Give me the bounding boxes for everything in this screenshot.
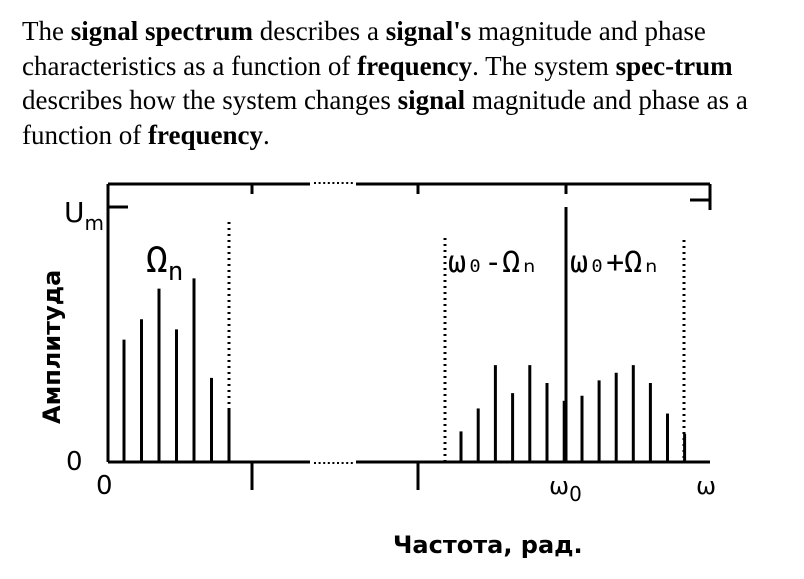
- break-dot: [323, 182, 326, 184]
- top-break-dots: [314, 182, 353, 184]
- break-dot: [318, 182, 321, 184]
- break-dot: [318, 462, 321, 464]
- carrier-frequency-label: ω0: [549, 472, 582, 506]
- break-dot: [350, 182, 353, 184]
- bold-term: signal: [397, 85, 466, 115]
- bold-term: frequency: [357, 50, 473, 81]
- bold-term: spec-trum: [615, 50, 733, 81]
- axis-break-dots: [314, 182, 353, 464]
- bold-term: frequency: [147, 119, 263, 150]
- break-dot: [350, 462, 353, 464]
- break-dot: [332, 182, 335, 184]
- bold-term: signal's: [385, 16, 472, 46]
- break-dot: [327, 182, 330, 184]
- y-zero-label: 0: [66, 447, 83, 477]
- break-dot: [341, 182, 344, 184]
- x-axis-label: Частота, рад.: [393, 531, 583, 559]
- break-dot: [341, 462, 344, 464]
- upper-sideband-label: ω₀+Ωₙ: [570, 245, 660, 280]
- break-dot: [337, 462, 339, 464]
- spectral-lines: [122, 207, 687, 462]
- baseband-label: Ωn: [146, 240, 183, 287]
- break-dot: [346, 462, 349, 464]
- bold-term: signal spectrum: [70, 16, 253, 46]
- break-dot: [332, 462, 335, 464]
- text-run: magnitude and phase characteristics as a…: [22, 16, 706, 81]
- break-dot: [314, 462, 316, 464]
- um-label: Um: [64, 196, 104, 235]
- break-dot: [337, 182, 339, 184]
- text-run: The: [22, 16, 71, 46]
- y-axis-label: Амплитуда: [38, 270, 66, 424]
- break-dot: [314, 182, 316, 184]
- break-dot: [346, 182, 349, 184]
- break-dot: [323, 462, 326, 464]
- text-run: describes a: [252, 16, 386, 46]
- lower-sideband-label: ω₀-Ωₙ: [448, 245, 538, 280]
- x-zero-label: 0: [96, 471, 113, 501]
- x-end-label: ω: [696, 472, 716, 500]
- description-paragraph: The signal spectrum describes a signal's…: [22, 14, 792, 152]
- text-run: . The system: [472, 50, 616, 81]
- bottom-break-dots: [314, 462, 353, 464]
- text-run: magnitude and phase as a function of: [22, 85, 748, 150]
- break-dot: [327, 462, 330, 464]
- text-run: .: [262, 119, 270, 150]
- text-run: describes how the system changes: [22, 85, 398, 115]
- plot-frame: [106, 182, 712, 490]
